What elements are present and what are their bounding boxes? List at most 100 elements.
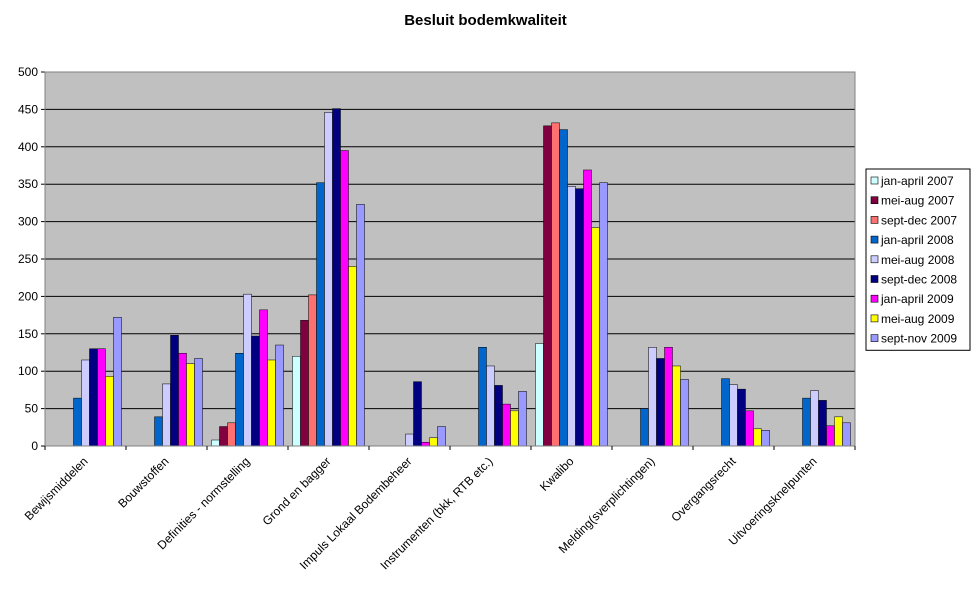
legend-swatch xyxy=(870,294,879,303)
bar xyxy=(211,439,220,447)
legend-swatch xyxy=(870,275,879,283)
bar xyxy=(826,425,835,447)
bar xyxy=(640,408,649,447)
bar xyxy=(575,188,584,447)
legend-swatch xyxy=(870,235,879,244)
bar xyxy=(251,335,260,447)
y-tick-label: 350 xyxy=(18,177,38,191)
bar xyxy=(494,385,503,447)
bar xyxy=(292,355,301,447)
bar xyxy=(186,363,195,447)
bar xyxy=(194,358,203,447)
x-tick-label: Kwalibo xyxy=(537,454,577,494)
bar xyxy=(802,397,811,447)
bar xyxy=(348,266,357,447)
bar xyxy=(227,422,236,447)
bar xyxy=(737,388,746,447)
y-tick-label: 400 xyxy=(18,140,38,154)
bar xyxy=(543,125,552,447)
bar xyxy=(559,129,568,447)
legend-label: sept-dec 2008 xyxy=(881,273,957,287)
bar xyxy=(97,348,106,447)
bars xyxy=(73,108,851,447)
y-tick-label: 50 xyxy=(25,402,39,416)
bar xyxy=(842,422,851,447)
chart-title: Besluit bodemkwaliteit xyxy=(404,12,567,29)
legend-label: jan-april 2007 xyxy=(880,174,954,188)
bar xyxy=(105,376,114,447)
x-tick-label: Uitvoeringsknelpunten xyxy=(726,454,820,548)
bar xyxy=(583,169,592,447)
y-tick-label: 200 xyxy=(18,289,38,303)
bar xyxy=(502,403,511,447)
bar xyxy=(761,430,770,447)
bar xyxy=(219,426,228,447)
legend-label: mei-aug 2009 xyxy=(881,312,955,326)
y-tick-label: 500 xyxy=(18,65,38,79)
legend-swatch xyxy=(870,176,879,185)
bar xyxy=(405,433,414,447)
bar xyxy=(324,112,333,447)
bar xyxy=(267,359,276,447)
legend-box xyxy=(865,168,971,351)
bar xyxy=(113,317,122,447)
bar xyxy=(478,347,487,447)
x-tick-label: Overgangsrecht xyxy=(668,454,739,525)
bar xyxy=(680,379,689,447)
bar xyxy=(599,182,608,447)
bar xyxy=(437,426,446,447)
bar xyxy=(243,293,252,447)
legend-label: sept-nov 2009 xyxy=(881,332,957,346)
bar xyxy=(721,378,730,447)
bar xyxy=(259,309,268,447)
x-tick-label: Grond en bagger xyxy=(260,454,334,528)
bar xyxy=(518,391,527,447)
bar xyxy=(745,410,754,447)
bar xyxy=(356,204,365,447)
bar xyxy=(753,428,762,447)
legend-swatch xyxy=(870,314,879,323)
bar xyxy=(154,416,163,447)
bar xyxy=(535,343,544,447)
bar xyxy=(510,410,519,447)
bar xyxy=(810,390,819,447)
bar xyxy=(656,358,665,447)
bar xyxy=(89,348,98,447)
bar xyxy=(300,320,309,447)
x-tick-label: Bewijsmiddelen xyxy=(22,454,91,523)
x-tick-label: Bouwstoffen xyxy=(115,454,171,510)
y-tick-label: 450 xyxy=(18,102,38,116)
legend-swatch xyxy=(870,196,879,204)
bar xyxy=(340,150,349,447)
y-tick-label: 150 xyxy=(18,327,38,341)
bar xyxy=(486,365,495,447)
bar xyxy=(551,122,560,447)
bar xyxy=(162,383,171,447)
legend-label: jan-april 2009 xyxy=(880,292,954,306)
bar xyxy=(413,381,422,447)
bar xyxy=(421,442,430,447)
bar xyxy=(81,359,90,447)
legend-swatch xyxy=(870,216,879,224)
bar xyxy=(818,400,827,447)
bar xyxy=(729,384,738,447)
legend-label: sept-dec 2007 xyxy=(881,213,957,227)
legend: jan-april 2007 mei-aug 2007 sept-dec 2007 j… xyxy=(865,168,971,351)
bar xyxy=(567,186,576,447)
legend-label: mei-aug 2008 xyxy=(881,253,955,267)
bar xyxy=(275,344,284,447)
legend-label: mei-aug 2007 xyxy=(881,194,955,208)
y-tick-label: 100 xyxy=(18,364,38,378)
x-tick-label: Definities - normstelling xyxy=(155,454,253,552)
bar xyxy=(834,416,843,447)
bar xyxy=(664,347,673,447)
bar xyxy=(73,397,82,447)
bar xyxy=(316,182,325,447)
bar xyxy=(672,365,681,447)
legend-label: jan-april 2008 xyxy=(880,233,954,247)
bar xyxy=(170,335,179,447)
y-tick-label: 0 xyxy=(31,439,38,453)
legend-swatch xyxy=(870,334,879,342)
bar xyxy=(178,352,187,447)
